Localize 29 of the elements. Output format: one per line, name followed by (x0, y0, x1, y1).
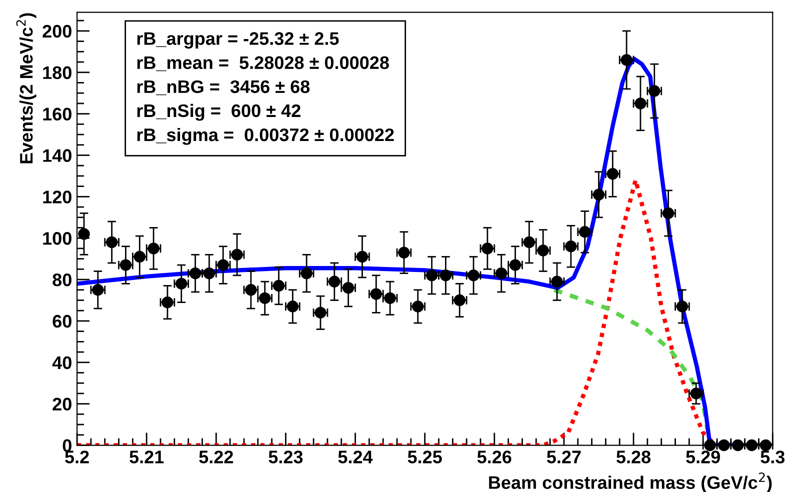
y-tick-label: 140 (43, 149, 72, 162)
x-tick-label: 5.2 (65, 450, 89, 464)
annotation: rB_argpar = -25.32 ± 2.5 (137, 32, 339, 49)
x-tick-label: 5.23 (268, 450, 303, 464)
x-tick-label: 5.22 (199, 450, 233, 464)
y-tick-label: 80 (52, 273, 72, 286)
x-tick-label: 5.3 (760, 450, 785, 464)
y-tick-label: 160 (43, 108, 72, 121)
annotation: rB_sigma = 0.00372 ± 0.00022 (137, 128, 394, 145)
y-tick-label: 20 (52, 398, 72, 411)
x-tick-label: 5.28 (616, 450, 651, 464)
y-tick-label: 60 (52, 314, 72, 328)
x-tick-label: 5.21 (130, 450, 164, 464)
y-tick-label: 180 (43, 66, 72, 80)
x-tick-label: 5.24 (338, 450, 373, 464)
y-tick-label: 40 (52, 356, 72, 370)
y-axis-title: Events/(2 MeV/c$^{2}$) (16, 13, 36, 164)
x-tick-label: 5.27 (546, 450, 581, 464)
y-tick-label: 120 (43, 190, 72, 204)
y-tick-label: 100 (43, 232, 72, 245)
y-tick-label: 200 (42, 24, 72, 38)
x-tick-label: 5.26 (477, 450, 512, 464)
y-tick-label: 0 (62, 439, 72, 452)
x-tick-label: 5.29 (686, 450, 720, 464)
x-tick-label: 5.25 (408, 450, 442, 464)
annotation: rB_nBG = 3456 ± 68 (137, 80, 310, 96)
annotation: rB_nSig = 600 ± 42 (137, 104, 300, 121)
point (78, 228, 90, 240)
annotation: rB_mean = 5.28028 ± 0.00028 (137, 56, 389, 72)
